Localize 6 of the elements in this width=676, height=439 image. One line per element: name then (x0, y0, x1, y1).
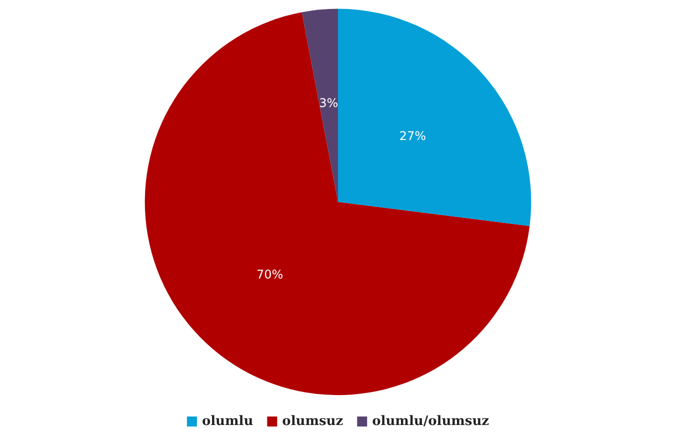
legend-label: olumlu (202, 414, 254, 429)
data-label: 27% (399, 129, 426, 144)
data-label: 70% (256, 268, 284, 282)
legend-label: olumlu/olumsuz (372, 414, 490, 429)
data-label: 3% (319, 96, 338, 110)
legend-label: olumsuz (282, 414, 344, 429)
